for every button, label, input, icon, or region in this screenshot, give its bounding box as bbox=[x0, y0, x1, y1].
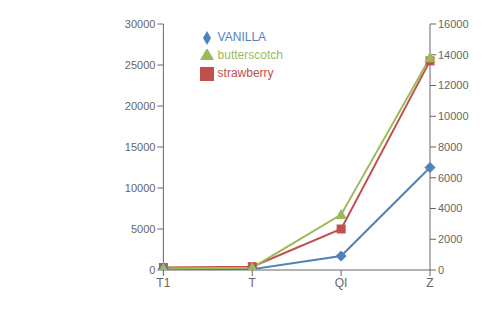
svg-text:20000: 20000 bbox=[125, 100, 156, 112]
svg-text:15000: 15000 bbox=[125, 141, 156, 153]
svg-text:10000: 10000 bbox=[438, 110, 469, 122]
svg-text:0: 0 bbox=[438, 264, 444, 276]
svg-text:T1: T1 bbox=[156, 276, 170, 290]
svg-text:2000: 2000 bbox=[438, 233, 462, 245]
svg-text:14000: 14000 bbox=[438, 49, 469, 61]
svg-text:5000: 5000 bbox=[131, 223, 155, 235]
html-text:butterscotch: butterscotch bbox=[217, 48, 283, 62]
html-text:strawberry: strawberry bbox=[217, 66, 274, 80]
svg-text:25000: 25000 bbox=[125, 59, 156, 71]
svg-text:10000: 10000 bbox=[125, 182, 156, 194]
svg-text:12000: 12000 bbox=[438, 79, 469, 91]
svg-text:4000: 4000 bbox=[438, 202, 462, 214]
svg-text:QI: QI bbox=[335, 276, 348, 290]
svg-text:Z: Z bbox=[426, 276, 433, 290]
svg-text:0: 0 bbox=[149, 264, 155, 276]
html-text:VANILLA: VANILLA bbox=[217, 30, 267, 44]
svg-text:T: T bbox=[249, 276, 257, 290]
svg-text:6000: 6000 bbox=[438, 172, 462, 184]
svg-text:16000: 16000 bbox=[438, 18, 469, 30]
svg-text:8000: 8000 bbox=[438, 141, 462, 153]
svg-text:30000: 30000 bbox=[125, 18, 156, 30]
